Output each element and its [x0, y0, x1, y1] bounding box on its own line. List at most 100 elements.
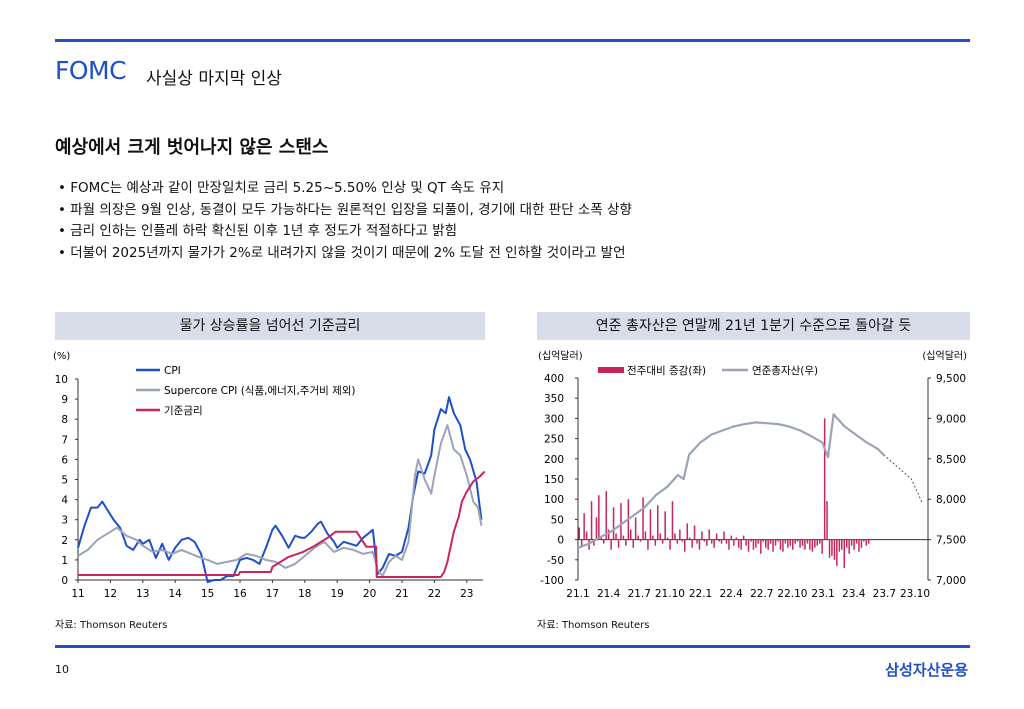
weekly-change-bar — [772, 539, 774, 552]
weekly-change-bar — [747, 539, 750, 552]
weekly-change-bar — [801, 539, 804, 546]
weekly-change-bar — [654, 539, 657, 546]
weekly-change-bar — [738, 539, 740, 548]
supercore-line — [77, 424, 483, 577]
weekly-change-bar — [659, 533, 661, 540]
weekly-change-bar — [634, 517, 637, 540]
weekly-change-bar — [838, 539, 841, 552]
weekly-change-bar — [733, 539, 735, 546]
weekly-change-bar — [617, 539, 620, 548]
right-right-unit-label: (십억달러) — [922, 350, 967, 362]
bullet-item: 파월 의장은 9월 인상, 동결이 모두 가능하다는 원론적인 입장을 되풀이,… — [58, 200, 632, 222]
weekly-change-bar — [669, 539, 671, 550]
legend-label-supercore: Supercore CPI (식품,에너지,주거비 제외) — [164, 385, 356, 397]
left-legend: CPI Supercore CPI (식품,에너지,주거비 제외) 기준금리 — [136, 365, 356, 417]
weekly-change-bar — [718, 539, 720, 542]
legend-label-rate: 기준금리 — [164, 405, 203, 417]
left-x-tick-label: 15 — [201, 588, 214, 600]
weekly-change-bar — [782, 539, 784, 552]
right-right-tick-label: 8,000 — [936, 494, 966, 506]
right-x-tick-label: 22.4 — [719, 588, 743, 600]
weekly-change-bar — [787, 539, 789, 548]
right-left-tick-label: 100 — [544, 494, 564, 506]
right-right-tick-label: 9,000 — [936, 413, 966, 425]
section-title: 예상에서 크게 벗어나지 않은 스탠스 — [55, 137, 329, 158]
weekly-change-bar — [603, 539, 605, 544]
weekly-change-bar — [652, 535, 654, 540]
right-x-tick-label: 22.10 — [777, 588, 807, 600]
left-x-tick-label: 16 — [233, 588, 247, 600]
bullet-item: FOMC는 예상과 같이 만장일치로 금리 5.25~5.50% 인상 및 QT… — [58, 178, 632, 200]
weekly-change-bar — [720, 539, 723, 544]
legend-label-cpi: CPI — [164, 365, 181, 377]
weekly-change-bar — [757, 539, 760, 544]
right-right-tick-label: 7,500 — [936, 535, 966, 547]
weekly-change-bar — [816, 539, 818, 546]
legend-swatch-bars — [598, 367, 624, 373]
right-right-tick-label: 7,000 — [936, 575, 966, 587]
weekly-change-bar — [674, 533, 676, 540]
weekly-change-bar — [730, 535, 733, 540]
weekly-change-bar — [612, 507, 615, 540]
weekly-change-bar — [679, 529, 681, 540]
weekly-change-bar — [750, 539, 752, 542]
weekly-change-bar — [823, 418, 826, 540]
weekly-change-bar — [708, 529, 710, 540]
weekly-change-bar — [693, 525, 696, 540]
weekly-change-bar — [789, 539, 791, 546]
weekly-change-bar — [607, 529, 610, 540]
weekly-change-bar — [846, 539, 848, 548]
weekly-change-bar — [622, 535, 625, 540]
weekly-change-bar — [725, 539, 728, 544]
legend-label-bars: 전주대비 증감(좌) — [627, 365, 706, 377]
weekly-change-bar — [848, 539, 850, 554]
page-subtitle: 사실상 마지막 인상 — [146, 69, 282, 89]
weekly-change-bar — [625, 539, 627, 546]
weekly-change-bar — [723, 531, 725, 540]
weekly-change-bar — [657, 505, 659, 540]
weekly-change-bar — [742, 535, 745, 540]
right-x-tick-label: 21.4 — [597, 588, 621, 600]
weekly-change-bar — [644, 531, 647, 540]
weekly-change-bar — [713, 539, 715, 548]
left-y-tick-label: 1 — [61, 555, 68, 567]
weekly-change-bar — [755, 539, 757, 548]
right-left-tick-label: 250 — [544, 434, 564, 446]
weekly-change-bar — [688, 537, 691, 540]
weekly-change-bar — [630, 529, 632, 540]
left-x-tick-label: 11 — [71, 588, 84, 600]
weekly-change-bar — [841, 539, 843, 550]
weekly-change-bar — [711, 539, 713, 544]
weekly-change-bar — [703, 539, 706, 542]
weekly-change-bar — [698, 539, 701, 550]
right-x-tick-label: 21.10 — [655, 588, 685, 600]
left-y-tick-label: 7 — [61, 434, 68, 446]
weekly-change-bar — [728, 539, 730, 550]
left-x-tick-label: 19 — [331, 588, 344, 600]
weekly-change-bar — [769, 539, 772, 544]
weekly-change-bar — [796, 539, 799, 542]
right-left-tick-label: 400 — [544, 373, 564, 385]
right-right-tick-label: 8,500 — [936, 454, 966, 466]
left-y-tick-label: 9 — [61, 394, 68, 406]
left-x-tick-label: 17 — [266, 588, 279, 600]
right-left-tick-label: -100 — [540, 575, 564, 587]
left-y-tick-label: 3 — [61, 515, 68, 527]
right-right-tick-label: 9,500 — [936, 373, 966, 385]
weekly-change-bar — [649, 509, 652, 540]
weekly-change-bar — [836, 539, 838, 566]
weekly-change-bar — [696, 539, 698, 544]
weekly-change-bar — [684, 539, 686, 552]
weekly-change-bar — [865, 539, 868, 546]
left-y-tick-label: 0 — [61, 575, 68, 587]
weekly-change-bar — [784, 539, 787, 544]
weekly-change-bar — [860, 539, 863, 548]
weekly-change-bar — [804, 539, 806, 550]
weekly-change-bar — [779, 539, 782, 550]
weekly-change-bar — [661, 539, 664, 544]
weekly-change-bar — [777, 539, 779, 542]
bullet-item: 더불어 2025년까지 물가가 2%로 내려가지 않을 것이기 때문에 2% 도… — [58, 243, 632, 265]
left-chart-title: 물가 상승률을 넘어선 기준금리 — [55, 312, 485, 340]
bullet-item: 금리 인하는 인플레 하락 확신된 이후 1년 후 정도가 적절하다고 밝힘 — [58, 221, 632, 243]
